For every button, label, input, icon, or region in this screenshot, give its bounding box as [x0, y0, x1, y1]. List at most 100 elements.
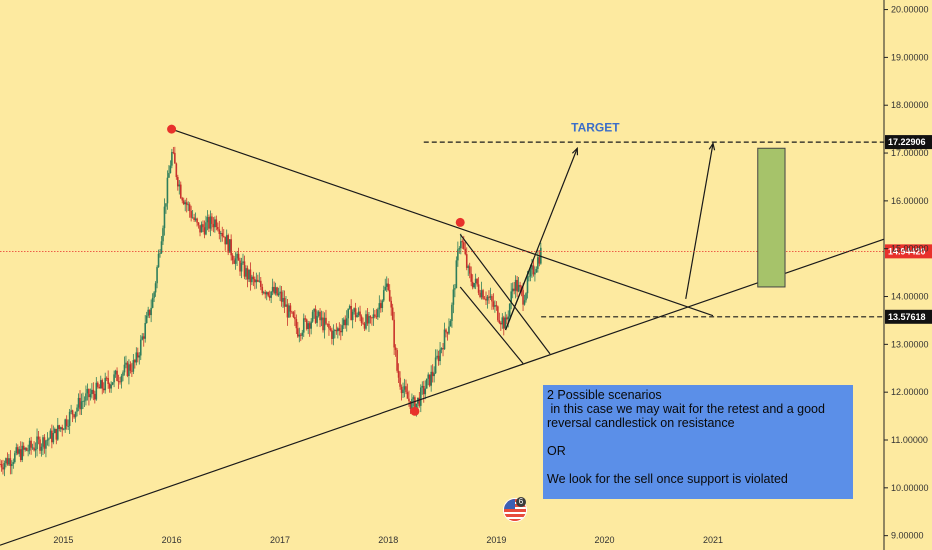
candle-body	[485, 298, 487, 301]
candle-body	[255, 279, 258, 283]
candle-body	[473, 283, 475, 288]
candle-body	[228, 239, 231, 253]
candle-body	[168, 173, 170, 178]
candle-body	[157, 253, 160, 268]
trendline	[171, 128, 714, 317]
trendline	[0, 238, 885, 546]
candle-body	[61, 427, 64, 430]
candle-body	[119, 381, 121, 383]
candle-body	[405, 386, 407, 393]
candle-body	[406, 392, 409, 399]
candle-body	[24, 448, 26, 450]
candle-body	[153, 292, 155, 298]
candle-body	[96, 382, 99, 387]
candle-body	[12, 462, 15, 465]
candle-body	[292, 312, 295, 318]
candle-body	[104, 377, 107, 391]
candle-body	[328, 323, 330, 329]
candle-body	[58, 425, 61, 429]
trendline	[459, 286, 524, 364]
candle-body	[52, 433, 55, 443]
candle-body	[191, 217, 194, 219]
price-tick-label: 13.00000	[891, 339, 929, 349]
candle-body	[65, 419, 68, 427]
candle-body	[449, 320, 452, 327]
candle-body	[526, 276, 529, 294]
candle-body	[357, 311, 360, 316]
candle-body	[194, 218, 197, 221]
candle-body	[188, 204, 191, 212]
candle-body	[505, 317, 508, 320]
candle-body	[54, 428, 56, 434]
candle-body	[488, 296, 490, 298]
candle-body	[537, 257, 539, 269]
candle-body	[507, 316, 510, 320]
candle-body	[454, 288, 456, 290]
candle-body	[154, 283, 157, 293]
candle-body	[470, 273, 472, 282]
candle-body	[171, 152, 173, 166]
candle-body	[535, 268, 538, 273]
candle-body	[196, 218, 198, 223]
candle-body	[436, 355, 438, 358]
candle-body	[105, 377, 108, 379]
candle-body	[311, 311, 314, 322]
flag-canton	[504, 499, 515, 509]
candle-body	[175, 163, 178, 178]
candle-body	[142, 336, 145, 339]
candle-body	[476, 278, 478, 285]
arrowhead	[571, 146, 579, 156]
candle-body	[437, 355, 440, 362]
candle-body	[11, 464, 13, 466]
candle-body	[6, 458, 9, 465]
candle-body	[208, 217, 210, 229]
price-axis[interactable]: 9.00000 10.00000 11.00000 12.00000 13.00000 1…	[883, 0, 929, 550]
candle-body	[462, 242, 465, 249]
candle-body	[282, 297, 284, 302]
price-tick-label: 15.00000	[891, 244, 929, 254]
candle-body	[0, 464, 3, 468]
horizontal-levels: 17.22906 13.57618 14.94420	[0, 135, 932, 324]
candle-body	[254, 279, 256, 283]
arrowhead	[708, 141, 716, 151]
candle-body	[381, 300, 384, 309]
candle-body	[451, 304, 453, 321]
candle-body	[163, 206, 166, 229]
level-badge-label: 13.57618	[888, 312, 926, 322]
candle-body	[22, 445, 25, 450]
candle-body	[27, 450, 29, 452]
price-tick-label: 11.00000	[891, 435, 928, 445]
candle-body	[55, 428, 58, 440]
candle-body	[522, 290, 524, 305]
candle-body	[323, 317, 326, 331]
candle-body	[215, 219, 218, 227]
candle-body	[190, 211, 192, 218]
note-line: in this case we may wait for the retest …	[547, 402, 825, 416]
candle-body	[114, 370, 117, 375]
candle-body	[126, 362, 129, 377]
candle-body	[70, 410, 72, 412]
candle-body	[513, 288, 515, 291]
candle-body	[393, 319, 395, 348]
candle-body	[110, 384, 112, 389]
candle-body	[445, 329, 447, 333]
candle-body	[231, 255, 234, 261]
candle-body	[243, 261, 246, 277]
candle-body	[123, 364, 126, 373]
candle-body	[117, 381, 120, 382]
candle-body	[59, 427, 62, 429]
time-axis[interactable]: 2015 2016 2017 2018 2019 2020 2021	[53, 535, 723, 545]
candle-body	[160, 241, 163, 254]
candle-body	[452, 289, 455, 305]
candle-body	[460, 241, 462, 249]
candle-body	[205, 222, 207, 235]
candle-body	[517, 284, 520, 292]
price-tick-label: 12.00000	[891, 387, 929, 397]
candle-body	[178, 184, 181, 187]
candle-body	[385, 283, 388, 287]
candle-body	[233, 260, 235, 264]
candle-body	[387, 283, 390, 291]
pivot-point	[455, 217, 465, 227]
scenario-note[interactable]: 2 Possible scenarios in this case we may…	[543, 385, 853, 499]
